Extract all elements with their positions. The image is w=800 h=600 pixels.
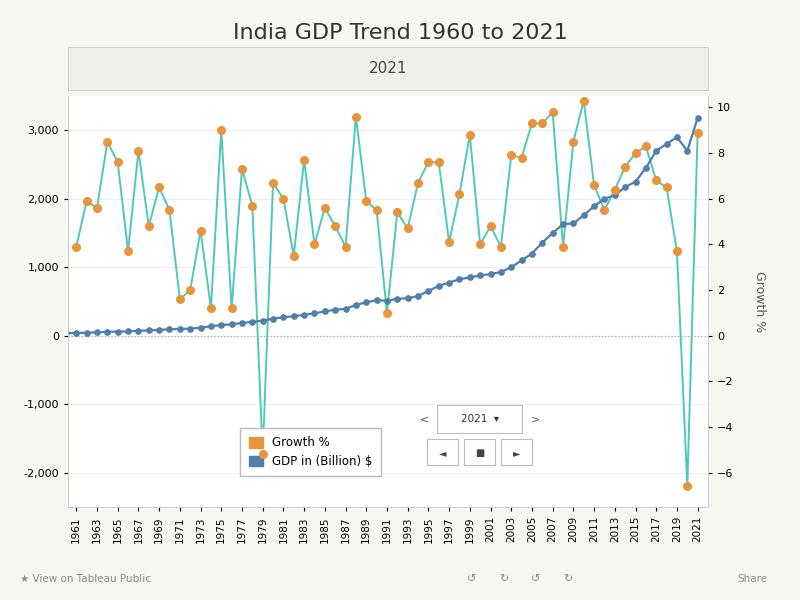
Text: 2021: 2021: [369, 61, 407, 76]
Legend: Growth %, GDP in (Billion) $: Growth %, GDP in (Billion) $: [240, 428, 381, 476]
Text: <: <: [419, 414, 429, 424]
Text: ★ View on Tableau Public: ★ View on Tableau Public: [20, 574, 151, 584]
Text: >: >: [530, 414, 540, 424]
Text: Share: Share: [738, 574, 768, 584]
Text: ↻: ↻: [499, 574, 509, 584]
FancyBboxPatch shape: [427, 439, 458, 464]
Text: ↺: ↺: [467, 574, 477, 584]
Text: 2021  ▾: 2021 ▾: [461, 414, 498, 424]
Text: ◄: ◄: [439, 448, 446, 458]
Text: ►: ►: [513, 448, 520, 458]
Text: ■: ■: [475, 448, 484, 458]
FancyBboxPatch shape: [438, 406, 522, 433]
FancyBboxPatch shape: [464, 439, 495, 464]
Y-axis label: Growth %: Growth %: [753, 271, 766, 332]
Text: ↺: ↺: [531, 574, 541, 584]
FancyBboxPatch shape: [501, 439, 533, 464]
Text: India GDP Trend 1960 to 2021: India GDP Trend 1960 to 2021: [233, 23, 567, 43]
Text: ↻: ↻: [563, 574, 573, 584]
